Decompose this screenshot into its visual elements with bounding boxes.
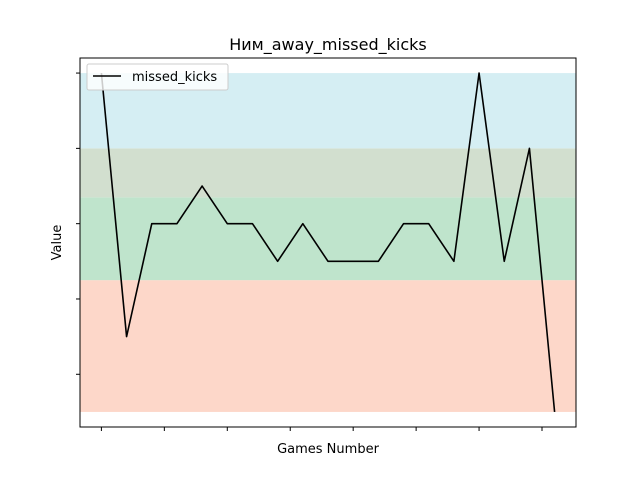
y-axis-label: Value (50, 225, 65, 261)
series-line-missed-kicks (100, 72, 556, 413)
legend-label-missed-kicks: missed_kicks (132, 70, 217, 85)
chart-title: Ним_away_missed_kicks (229, 35, 426, 55)
legend: missed_kicks (86, 63, 229, 91)
series-lines (100, 72, 556, 413)
band-0 (80, 280, 576, 412)
legend-box (86, 63, 229, 91)
plot-frame (79, 57, 577, 428)
band-2 (80, 148, 576, 198)
axis-ticks (76, 72, 543, 431)
x-axis-label: Games Number (277, 442, 379, 457)
background-bands (80, 73, 576, 412)
band-1 (80, 197, 576, 281)
